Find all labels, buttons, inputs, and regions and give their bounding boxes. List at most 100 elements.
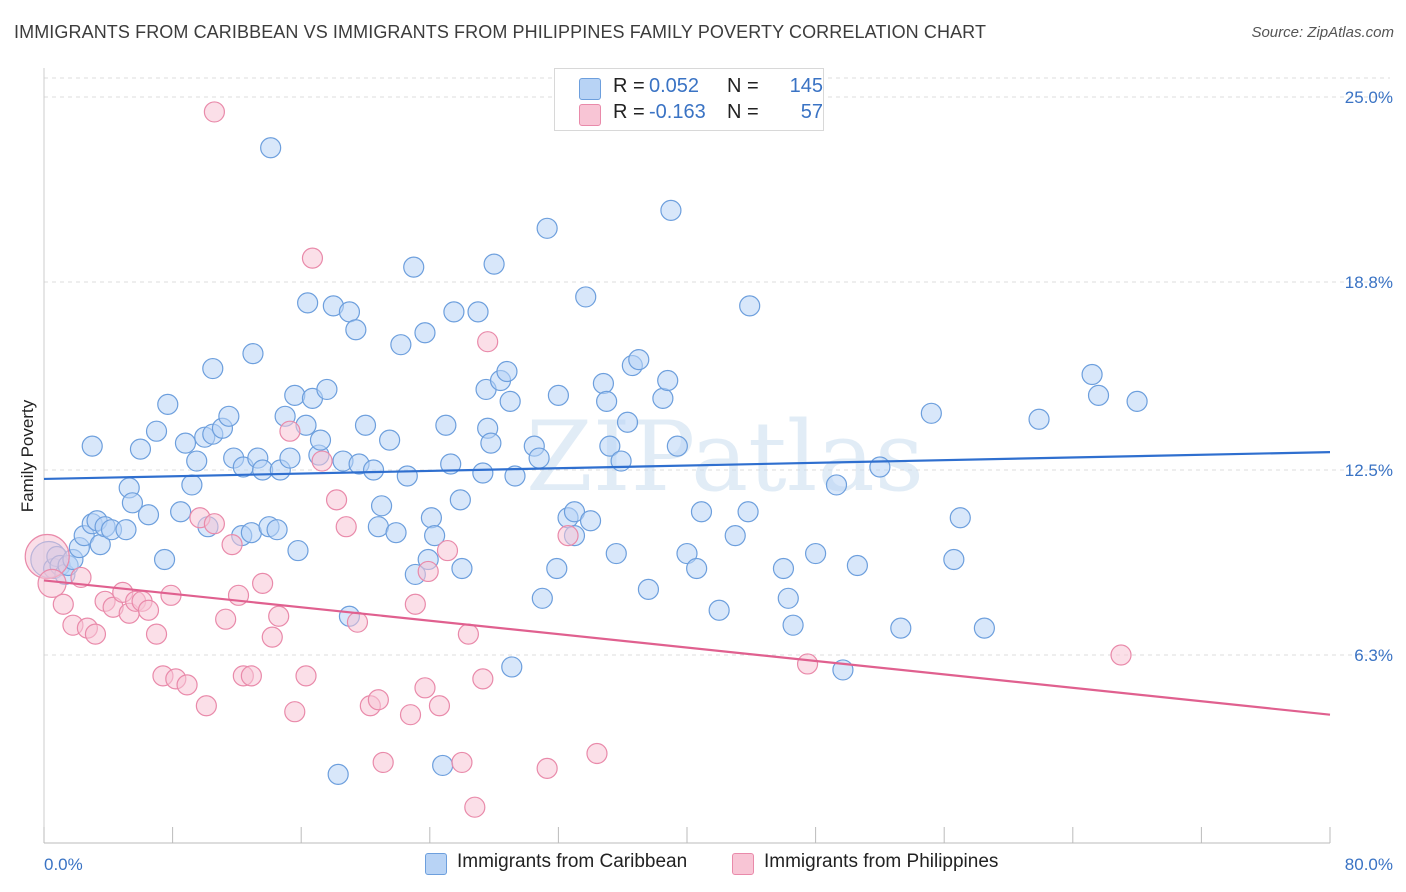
caribbean-point [637, 578, 660, 600]
caribbean-point [279, 447, 301, 469]
chart-title: IMMIGRANTS FROM CARIBBEAN VS IMMIGRANTS … [14, 22, 987, 42]
caribbean-point [628, 348, 650, 371]
philippines-point [428, 695, 451, 717]
philippines-point [451, 751, 473, 774]
caribbean-point [121, 492, 144, 514]
philippines-point [464, 796, 486, 818]
caribbean-point [1126, 390, 1148, 412]
source-label: Source: ZipAtlas.com [1251, 24, 1394, 41]
philippines-point [240, 665, 262, 687]
caribbean-point [596, 390, 618, 412]
caribbean-point [252, 459, 274, 481]
caribbean-point [504, 465, 526, 487]
caribbean-point [563, 501, 586, 523]
caribbean-point [547, 384, 570, 406]
caribbean-point [260, 137, 282, 159]
grid-lines [44, 77, 1390, 656]
caribbean-point [483, 253, 505, 275]
philippines-point [195, 695, 217, 717]
caribbean-point [145, 420, 168, 442]
legend-r-label: R = [613, 75, 645, 97]
caribbean-point [676, 542, 698, 565]
caribbean-point [414, 322, 436, 344]
caribbean-point [370, 495, 393, 517]
philippines-point [796, 653, 819, 675]
philippines-point [215, 608, 237, 630]
philippines-point [367, 689, 389, 711]
tick-labels: 6.3% 12.5% 18.8% 25.0% 0.0% 80.0% [44, 88, 1393, 874]
caribbean-point [949, 507, 971, 529]
caribbean-point [825, 474, 848, 496]
caribbean-point [309, 429, 332, 451]
y-axis-title: Family Poverty [18, 399, 37, 512]
caribbean-point [579, 510, 602, 532]
caribbean-point [170, 501, 192, 523]
philippines-point [70, 566, 92, 589]
caribbean-point [420, 507, 443, 529]
caribbean-point [480, 432, 502, 454]
philippines-point [457, 623, 479, 645]
caribbean-point [240, 522, 262, 544]
philippines-point [145, 623, 168, 645]
philippines-point [414, 677, 436, 699]
caribbean-point [396, 465, 418, 487]
caribbean-point [316, 378, 338, 401]
philippines-point [268, 605, 290, 627]
y-tick-label: 6.3% [1354, 646, 1393, 665]
philippines-point [261, 626, 283, 648]
caribbean-point [443, 301, 465, 323]
caribbean-point [153, 548, 176, 571]
y-tick-label: 12.5% [1345, 461, 1393, 480]
caribbean-point [81, 435, 103, 457]
caribbean-point [440, 453, 462, 475]
caribbean-point [345, 319, 367, 341]
y-tick-label: 18.8% [1345, 273, 1393, 292]
legend-item-label: Immigrants from Caribbean [457, 851, 688, 872]
caribbean-point [137, 504, 160, 526]
legend-n-label: N = [727, 75, 759, 97]
caribbean-point [943, 548, 965, 571]
philippines-point [335, 516, 357, 538]
caribbean-point [772, 557, 795, 580]
caribbean-point [202, 357, 224, 380]
caribbean-point [846, 554, 868, 577]
caribbean-point [432, 754, 454, 777]
caribbean-point [708, 599, 730, 621]
philippines-point [586, 742, 608, 765]
caribbean-trend-line [43, 450, 1331, 481]
caribbean-point [287, 539, 309, 562]
caribbean-point [501, 656, 523, 678]
caribbean-point [424, 525, 446, 547]
x-tick-label-max: 80.0% [1345, 855, 1393, 874]
philippines-point [221, 533, 243, 556]
caribbean-point [449, 489, 471, 511]
caribbean-point [367, 516, 389, 538]
legend-r-value: 0.052 [649, 75, 700, 97]
caribbean-point [390, 334, 412, 356]
caribbean-point [327, 763, 349, 785]
caribbean-point [724, 525, 746, 547]
caribbean-point [690, 501, 713, 523]
axes [43, 68, 1331, 844]
x-tick-label-min: 0.0% [44, 855, 83, 874]
caribbean-point [181, 474, 203, 496]
philippines-point [436, 539, 459, 562]
legend-item-label: Immigrants from Philippines [764, 851, 999, 872]
caribbean-swatch [425, 853, 447, 875]
legend-r-value: -0.163 [649, 101, 706, 123]
philippines-point [346, 611, 369, 633]
caribbean-point [499, 390, 521, 412]
philippines-point [399, 704, 422, 726]
caribbean-point [354, 414, 377, 436]
philippines-point [557, 525, 579, 547]
series-legend: Immigrants from Caribbean Immigrants fro… [0, 851, 1406, 879]
caribbean-point [451, 557, 473, 580]
trend-lines [43, 450, 1331, 716]
caribbean-point [546, 557, 568, 580]
philippines-point [301, 247, 324, 269]
caribbean-point [536, 217, 558, 239]
caribbean-point [467, 301, 489, 323]
philippines-point [137, 599, 160, 621]
philippines-point [203, 513, 225, 535]
caribbean-point [115, 519, 137, 541]
